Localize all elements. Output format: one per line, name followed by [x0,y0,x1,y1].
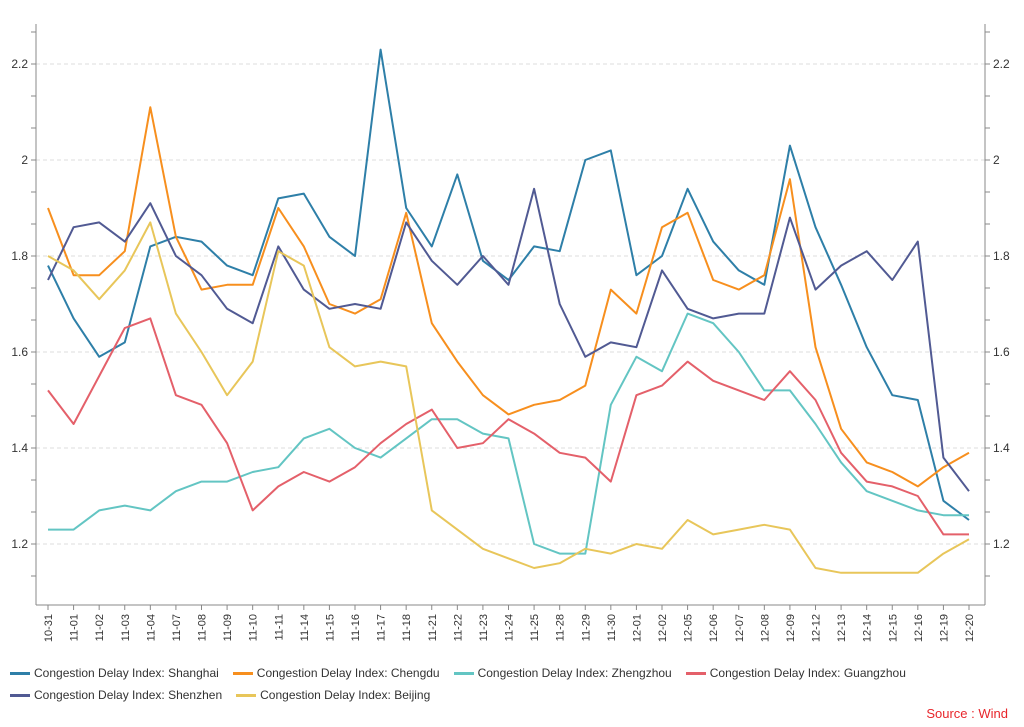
series-line-zhengzhou [48,312,969,555]
x-tick-label: 10-31 [43,614,55,642]
x-tick-label: 11-15 [324,614,336,641]
x-tick-label: 11-02 [94,614,106,641]
x-tick-label: 11-14 [299,614,311,641]
x-tick-label: 11-21 [427,614,439,641]
legend-swatch [236,693,257,697]
x-tick-label: 12-01 [631,614,643,642]
x-tick-label: 11-23 [478,614,490,641]
legend-item[interactable]: Congestion Delay Index: Beijing [236,688,430,702]
legend-item[interactable]: Congestion Delay Index: Chengdu [232,666,440,680]
x-tick-label: 12-14 [862,614,874,642]
legend-row: Congestion Delay Index: Shenzhen Congesti… [10,684,1020,706]
x-tick-label: 12-13 [836,614,848,642]
series-line-shanghai [47,48,970,521]
x-tick-label: 11-09 [222,614,234,641]
x-tick-label: 11-08 [197,614,209,641]
legend-swatch [10,693,30,697]
legend-row: Congestion Delay Index: Shanghai Congesti… [10,662,1020,684]
y-tick-label-right: 1.2 [993,537,1010,551]
y-tick-label-right: 2.2 [993,57,1010,71]
y-tick-label-right: 1.8 [993,249,1010,263]
source-label: Source : Wind [926,706,1008,721]
x-tick-label: 11-24 [504,614,516,641]
legend: Congestion Delay Index: Shanghai Congesti… [10,662,1020,706]
series-line-guangzhou [47,317,969,536]
legend-item[interactable]: Congestion Delay Index: Shenzhen [10,688,222,702]
x-tick-label: 12-19 [938,614,950,642]
x-tick-label: 11-10 [248,614,260,641]
x-tick-label: 11-30 [606,614,618,641]
x-tick-label: 11-01 [69,614,81,641]
x-tick-label: 12-07 [734,614,746,642]
legend-swatch [685,671,706,675]
legend-item[interactable]: Congestion Delay Index: Shanghai [10,666,219,680]
x-tick-label: 11-18 [401,614,413,641]
legend-item[interactable]: Congestion Delay Index: Guangzhou [685,666,906,680]
y-tick-label-left: 1.8 [11,249,28,263]
x-tick-label: 12-08 [759,614,771,642]
legend-swatch [10,671,30,675]
legend-label: Congestion Delay Index: Guangzhou [709,666,906,680]
x-tick-label: 12-02 [657,614,669,642]
x-tick-label: 11-03 [120,614,132,641]
legend-swatch [453,671,474,675]
x-tick-label: 11-04 [145,614,157,641]
x-tick-label: 12-09 [785,614,797,642]
y-tick-label-left: 1.2 [11,537,28,551]
legend-item[interactable]: Congestion Delay Index: Zhengzhou [453,666,672,680]
y-tick-label-right: 1.4 [993,441,1010,455]
y-tick-label-left: 1.4 [11,441,28,455]
legend-label: Congestion Delay Index: Beijing [260,688,431,702]
x-tick-label: 11-16 [350,614,362,641]
x-tick-label: 12-15 [887,614,899,642]
x-tick-label: 11-22 [452,614,464,641]
y-tick-label-right: 1.6 [993,345,1010,359]
legend-label: Congestion Delay Index: Chengdu [256,666,440,680]
line-chart: 1.2 1.2 1.4 1.4 1.6 1.6 1.8 1.8 2 2 2.2 2.2 10-31 11-… [11,24,1010,642]
x-tick-label: 12-05 [683,614,695,642]
x-tick-label: 12-20 [964,614,976,642]
x-tick-label: 12-06 [708,614,720,642]
x-tick-label: 11-07 [171,614,183,641]
legend-swatch [232,671,253,675]
x-tick-label: 11-11 [273,614,285,641]
y-tick-label-right: 2 [993,153,1000,167]
y-tick-label-left: 1.6 [11,345,28,359]
y-tick-label-left: 2 [21,153,28,167]
x-tick-label: 12-12 [811,614,823,642]
series-line-chengdu [47,106,970,488]
x-tick-label: 12-16 [913,614,925,642]
x-tick-label: 11-28 [555,614,567,641]
series-line-shenzhen [47,187,970,492]
x-tick-label: 11-17 [376,614,388,641]
x-tick-label: 11-25 [529,614,541,641]
legend-label: Congestion Delay Index: Zhengzhou [477,666,672,680]
series-line-beijing [47,221,970,574]
legend-label: Congestion Delay Index: Shanghai [34,666,219,680]
y-tick-label-left: 2.2 [11,57,28,71]
x-tick-label: 11-29 [580,614,592,641]
legend-label: Congestion Delay Index: Shenzhen [34,688,223,702]
